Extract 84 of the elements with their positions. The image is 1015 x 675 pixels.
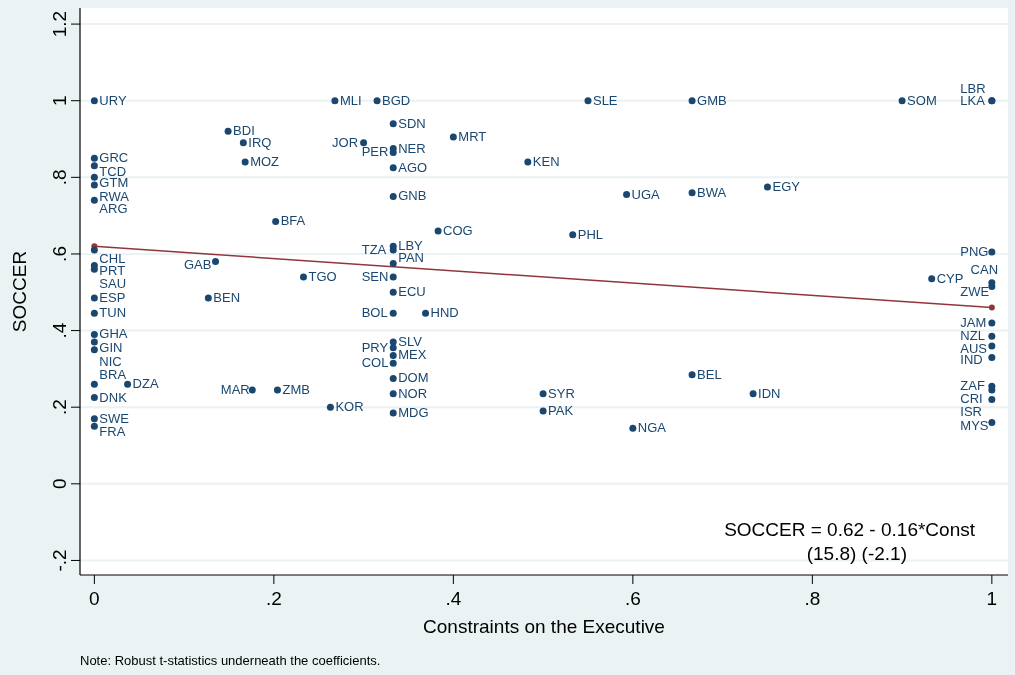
data-label: MRT (458, 129, 487, 145)
data-label: NGA (637, 420, 667, 436)
data-label: DZA (132, 376, 159, 392)
data-label: RWA (99, 189, 130, 204)
data-label: PNG (960, 244, 989, 260)
data-label: ECU (398, 284, 426, 300)
y-tick-label: 1.2 (49, 10, 70, 38)
data-label: ISR (960, 403, 982, 419)
x-axis-title: Constraints on the Executive (423, 616, 665, 637)
data-label: ARG (99, 201, 128, 217)
data-label: PRY (361, 339, 389, 355)
data-label: ZMB (282, 381, 310, 397)
y-axis-title: SOCCER (9, 250, 30, 333)
data-label: ZWE (960, 283, 990, 299)
data-label: GIN (99, 340, 123, 356)
x-tick-label: .8 (804, 588, 821, 609)
data-label: TGO (308, 268, 337, 284)
data-label: SDN (398, 115, 426, 131)
data-label: TZA (361, 242, 387, 258)
data-label: GAB (184, 256, 212, 272)
x-tick-label: .6 (624, 588, 641, 609)
data-label: BFA (280, 213, 306, 229)
data-label: FRA (99, 424, 126, 440)
text: Note: Robust t-statistics underneath the coefficients. (80, 653, 381, 668)
data-label: KOR (335, 399, 364, 415)
data-label: JOR (332, 134, 359, 150)
data-label: AGO (398, 159, 428, 175)
data-label: BEL (697, 366, 722, 382)
data-label: NER (398, 140, 426, 156)
data-label: MLI (339, 92, 362, 108)
y-tick-label: 1 (49, 95, 70, 106)
data-label: CYP (936, 270, 964, 286)
data-label: MYS (960, 417, 989, 433)
data-label: BGD (382, 92, 411, 108)
x-tick-label: .2 (265, 588, 282, 609)
data-label: BRA (99, 367, 127, 383)
data-label: IDN (758, 385, 781, 401)
data-label: DNK (99, 389, 128, 405)
x-tick-label: 0 (89, 588, 100, 609)
data-label: SLE (592, 92, 618, 108)
data-label: PAK (548, 403, 574, 419)
data-label: HND (430, 305, 459, 321)
data-label: GRC (99, 150, 129, 166)
data-label: MEX (398, 347, 427, 363)
data-label: PER (361, 144, 389, 160)
data-label: SYR (548, 385, 575, 401)
data-label: BEN (213, 290, 241, 306)
data-label: COG (443, 222, 473, 238)
data-label: SLV (398, 334, 423, 350)
data-label: NOR (398, 385, 428, 401)
data-label: DOM (398, 370, 429, 386)
data-label: UGA (631, 186, 661, 202)
data-label: SAU (99, 276, 127, 292)
data-label: NIC (99, 353, 122, 369)
data-label: BOL (361, 305, 388, 321)
data-label: MOZ (250, 154, 280, 170)
y-tick-label: .2 (49, 399, 70, 416)
data-label: ESP (99, 290, 126, 306)
x-tick-label: .4 (445, 588, 462, 609)
data-label: MDG (398, 404, 429, 420)
y-tick-label: .8 (49, 169, 70, 186)
x-tick-label: 1 (986, 588, 998, 609)
y-tick-label: -.2 (49, 549, 70, 572)
data-label: KEN (532, 154, 560, 170)
y-tick-label: 0 (49, 478, 70, 490)
data-label: COL (361, 355, 389, 371)
data-label: SEN (361, 268, 389, 284)
data-label: PHL (577, 226, 604, 242)
data-label: EGY (772, 178, 801, 194)
y-tick-label: .4 (49, 322, 70, 339)
y-tick-label: .6 (49, 246, 70, 262)
data-label: CAN (970, 262, 999, 278)
data-label: GNB (398, 188, 427, 204)
data-label: JAM (960, 314, 987, 330)
data-label: SWE (99, 410, 130, 426)
annotation: (15.8) (-2.1) (806, 543, 907, 564)
data-label: GHA (99, 326, 128, 342)
data-label: URY (99, 92, 127, 108)
data-label: BWA (697, 184, 727, 200)
data-label: SOM (907, 92, 937, 108)
data-label: TUN (99, 305, 127, 321)
data-label: MAR (220, 381, 250, 397)
data-label: GMB (697, 92, 727, 108)
annotation: SOCCER = 0.62 - 0.16*Const (724, 519, 976, 540)
